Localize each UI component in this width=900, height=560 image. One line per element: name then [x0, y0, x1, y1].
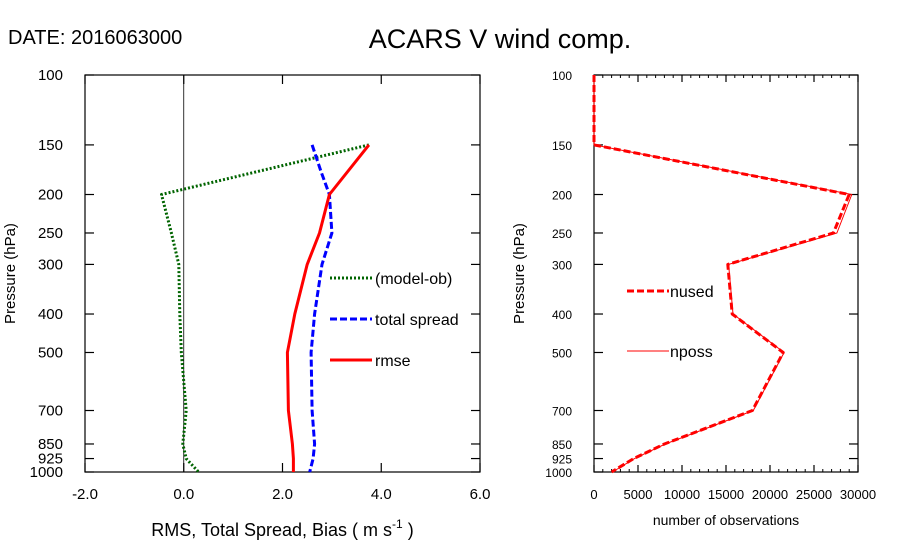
y-tick-label: 300 [38, 256, 63, 273]
y-tick-label: 700 [552, 405, 572, 419]
y-tick-label: 500 [552, 346, 572, 360]
legend-label: rmse [375, 353, 411, 370]
y-tick-label: 100 [38, 67, 63, 84]
y-tick-label: 200 [552, 189, 572, 203]
x-tick-label: 10000 [664, 487, 700, 502]
x-tick-label: 4.0 [371, 486, 392, 503]
y-tick-label: 200 [38, 187, 63, 204]
y-tick-label: 850 [38, 436, 63, 453]
x-tick-label: 15000 [708, 487, 744, 502]
y-axis-label: Pressure (hPa) [2, 223, 19, 324]
y-tick-label: 850 [552, 438, 572, 452]
y-tick-label: 100 [552, 69, 572, 83]
y-tick-label: 700 [38, 403, 63, 420]
y-tick-label: 400 [552, 308, 572, 322]
right-panel: 0 5000 10000 15000 20000 25000 30000 100 150 200 2… [511, 69, 876, 528]
x-tick-label: 5000 [624, 487, 653, 502]
x-tick-label: 30000 [840, 487, 876, 502]
legend-label: nposs [670, 344, 713, 361]
x-axis-label: number of observations [653, 512, 799, 528]
y-tick-label: 250 [552, 227, 572, 241]
y-tick-label: 150 [552, 139, 572, 153]
y-tick-label: 250 [38, 225, 63, 242]
y-tick-label: 300 [552, 258, 572, 272]
y-tick-label: 1000 [545, 466, 572, 480]
series-line-model-ob [160, 143, 370, 474]
x-tick-label: 0.0 [173, 486, 194, 503]
series-line-nposs [593, 75, 853, 473]
x-tick-label: 2.0 [272, 486, 293, 503]
legend-label: nused [670, 284, 714, 301]
main-title: ACARS V wind comp. [369, 24, 632, 54]
legend-label: total spread [375, 312, 459, 329]
legend-label: (model-ob) [375, 271, 452, 288]
y-axis-label: Pressure (hPa) [511, 223, 528, 324]
series-line-total-spread [308, 144, 334, 473]
series-line-nused [592, 75, 851, 474]
y-tick-label: 925 [38, 451, 63, 468]
series-line-rmse [285, 143, 371, 472]
x-tick-label: 25000 [796, 487, 832, 502]
y-tick-label: 150 [38, 137, 63, 154]
x-axis-label: RMS, Total Spread, Bias ( m s-1 ) [151, 517, 413, 540]
y-tick-label: 925 [552, 453, 572, 467]
x-tick-label: 20000 [752, 487, 788, 502]
x-tick-label: 0 [590, 487, 597, 502]
date-label: DATE: 2016063000 [8, 27, 182, 49]
y-tick-label: 500 [38, 344, 63, 361]
left-panel: -2.0 0.0 2.0 4.0 6.0 100 150 200 250 300 400 500 700… [2, 67, 490, 540]
y-tick-label: 1000 [30, 464, 63, 481]
x-tick-label: 6.0 [470, 486, 491, 503]
y-tick-label: 400 [38, 306, 63, 323]
plot-frame [593, 74, 859, 473]
x-tick-label: -2.0 [72, 486, 98, 503]
